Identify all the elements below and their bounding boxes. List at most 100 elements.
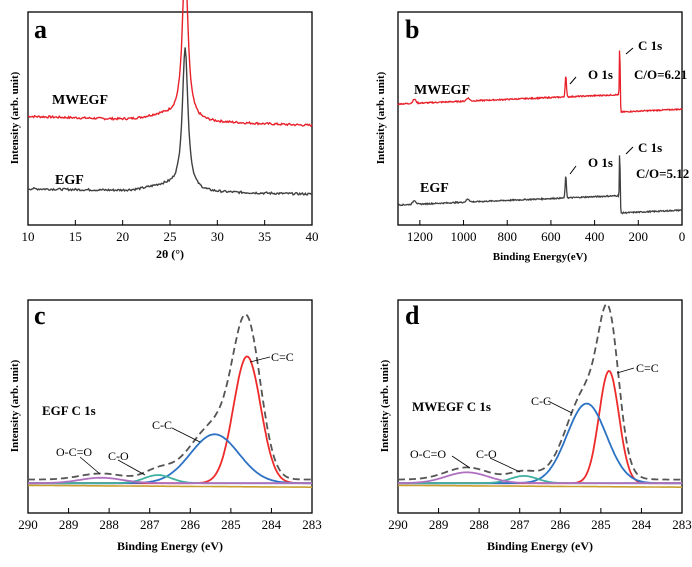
panel-a-xrd: a 10 15 20 25 30 35 40 MWEGF EGF 2θ (°) Intens…: [9, 0, 319, 261]
c-cc: C-C: [152, 418, 172, 432]
panel-a-tick-label: 40: [306, 229, 319, 244]
panel-c-frame: [27, 299, 313, 514]
panel-d-baseline: [398, 484, 682, 488]
d-cc-double: C=C: [636, 361, 659, 375]
d-oco-leader: [451, 455, 471, 469]
panel-d-tick-label: 289: [429, 517, 449, 532]
panel-d-tick-label: 284: [632, 517, 652, 532]
panel-b-tick-label: 400: [585, 229, 605, 244]
panel-d-frame: [397, 299, 683, 514]
panel-a-tick-label: 20: [116, 229, 129, 244]
panel-d-curves: [398, 303, 682, 488]
panel-a-ylabel: Intensity (arb. unit): [9, 71, 21, 164]
panel-d-component-cc: [398, 402, 682, 485]
d-co: C-O: [476, 447, 497, 461]
panel-d-component-oco: [398, 471, 682, 485]
panel-c-tick-label: 288: [99, 517, 119, 532]
c-co: C-O: [108, 449, 129, 463]
panel-b-egf-label: EGF: [420, 181, 449, 196]
panel-c-tick-label: 290: [18, 517, 38, 532]
c-co-leader: [117, 459, 146, 476]
panel-c-component-oco: [28, 476, 312, 485]
b-o1s-bot-arrow: [569, 165, 577, 175]
panel-d-envelope: [398, 303, 682, 481]
panel-c-letter: c: [34, 301, 46, 330]
panel-b-letter: b: [405, 15, 419, 44]
panel-a-curves: [27, 0, 313, 196]
d-oco: O-C=O: [410, 447, 446, 461]
panel-c-tick-label: 285: [221, 517, 241, 532]
panel-a-tick-label: 35: [258, 229, 271, 244]
c-oco: O-C=O: [56, 445, 92, 459]
panel-c-x-ticks: 290 289 288 287 286 285 284 283: [18, 508, 322, 532]
panel-d-tick-label: 286: [551, 517, 571, 532]
panel-d-tick-label: 290: [388, 517, 408, 532]
panel-d-tick-label: 287: [510, 517, 530, 532]
panel-b-tick-label: 0: [679, 229, 686, 244]
panel-d-mwegf-c1s: d 290 289 288 287 286 285 284 283 MWEGF C 1s C=…: [379, 299, 692, 553]
panel-a-tick-label: 25: [164, 229, 177, 244]
panel-c-envelope: [27, 313, 313, 481]
panel-b-series-egf: [397, 155, 683, 215]
panel-d-letter: d: [405, 301, 420, 330]
panel-c-baseline: [28, 484, 312, 488]
panel-d-title: MWEGF C 1s: [412, 399, 491, 414]
panel-b-mwegf-label: MWEGF: [414, 83, 470, 98]
b-o1s-bot: O 1s: [588, 155, 613, 170]
b-o1s-top-arrow: [569, 76, 577, 85]
d-ccd-leader: [616, 367, 635, 374]
b-c1s-top-arrow: [625, 47, 634, 55]
panel-b-series-mwegf: [397, 50, 683, 114]
b-co-bot: C/O=5.12: [636, 166, 689, 181]
d-co-leader: [489, 457, 521, 473]
b-o1s-top: O 1s: [588, 67, 613, 82]
panel-a-letter: a: [34, 15, 47, 44]
panel-a-tick-label: 30: [211, 229, 224, 244]
b-c1s-bot: C 1s: [638, 140, 662, 155]
panel-a-xlabel: 2θ (°): [156, 247, 184, 261]
panel-c-tick-label: 284: [262, 517, 282, 532]
panel-b-curves: [397, 50, 683, 215]
panel-d-tick-label: 283: [672, 517, 692, 532]
d-cc: C-C: [531, 394, 551, 408]
panel-c-tick-label: 287: [140, 517, 160, 532]
panel-a-series-egf: [27, 47, 313, 196]
panel-b-xlabel: Binding Energy(eV): [493, 251, 588, 263]
panel-a-tick-label: 15: [69, 229, 82, 244]
panel-c-ylabel: Intensity (arb. unit): [9, 359, 21, 452]
panel-b-tick-label: 600: [541, 229, 561, 244]
panel-a-x-ticks: 10 15 20 25 30 35 40: [22, 220, 319, 244]
panel-d-tick-label: 288: [469, 517, 489, 532]
b-c1s-bot-arrow: [625, 146, 634, 155]
panel-b-x-ticks: 1200 1000 800 600 400 200 0: [407, 220, 685, 244]
c-oco-leader: [79, 456, 101, 475]
panel-a-tick-label: 10: [22, 229, 35, 244]
panel-d-component-cc: [398, 369, 682, 485]
panel-c-egf-c1s: c 290 289 288 287 286 285 284 283 EGF C 1s C=C …: [9, 299, 322, 553]
c-cc-double: C=C: [271, 350, 294, 364]
panel-b-ylabel: Intensity (arb. unit): [375, 71, 387, 164]
panel-d-tick-label: 285: [591, 517, 611, 532]
panel-c-tick-label: 286: [181, 517, 201, 532]
panel-c-curves: [27, 313, 313, 488]
panel-b-xps-survey: b 1200 1000 800 600 400 200 0 MWEGF EGF O 1s C…: [375, 11, 689, 263]
panel-c-xlabel: Binding Energy (eV): [117, 539, 223, 553]
panel-b-tick-label: 200: [629, 229, 649, 244]
panel-d-ylabel: Intensity (arb. unit): [379, 359, 391, 452]
panel-b-tick-label: 1000: [451, 229, 477, 244]
panel-b-tick-label: 800: [497, 229, 517, 244]
d-cc-leader: [547, 400, 573, 414]
panel-a-egf-label: EGF: [55, 173, 84, 188]
panel-b-frame: [397, 11, 683, 226]
b-co-top: C/O=6.21: [634, 67, 687, 82]
c-cc-leader: [171, 427, 201, 443]
c-ccd-leader: [249, 356, 271, 363]
panel-a-series-mwegf: [27, 0, 313, 128]
panel-c-title: EGF C 1s: [42, 403, 96, 418]
panel-a-mwegf-label: MWEGF: [52, 93, 108, 108]
panel-d-xlabel: Binding Energy (eV): [487, 539, 593, 553]
panel-c-tick-label: 283: [302, 517, 322, 532]
panel-c-tick-label: 289: [59, 517, 79, 532]
panel-b-tick-label: 1200: [407, 229, 433, 244]
